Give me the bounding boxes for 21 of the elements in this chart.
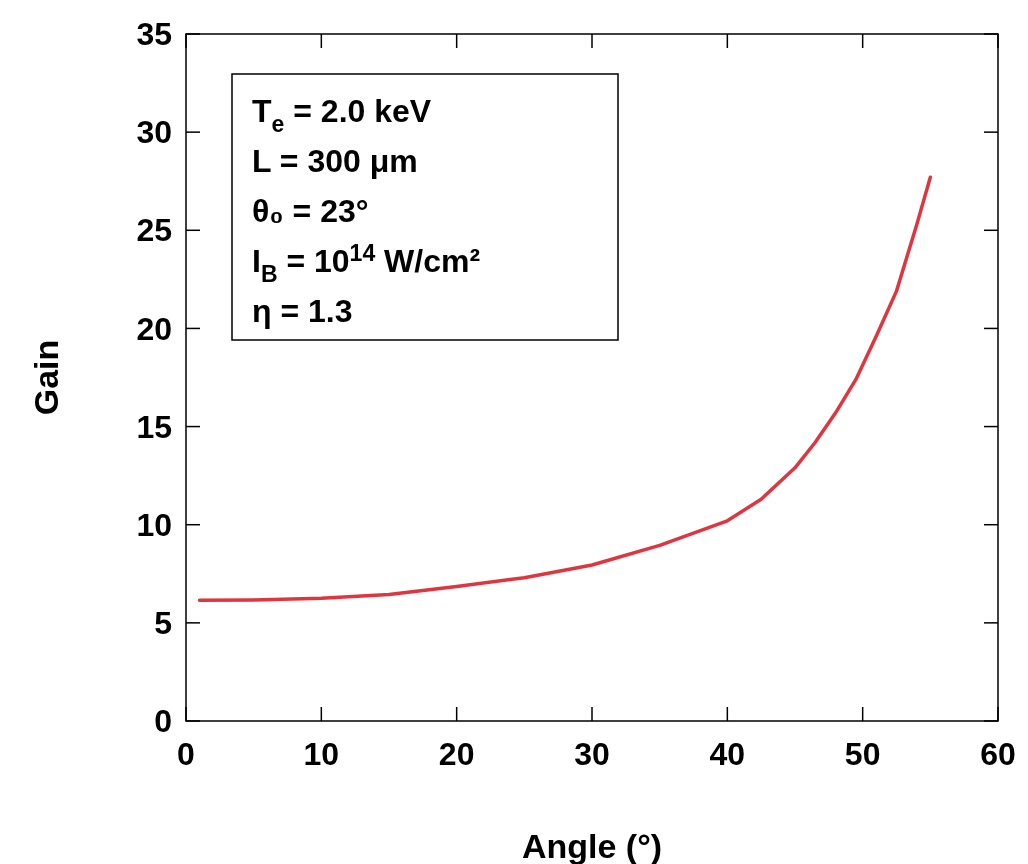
annotation: L = 300 μm [252, 143, 418, 179]
annotation: T$_{e}$ = 2.0 keV [252, 93, 432, 137]
x-tick-label: 40 [709, 736, 746, 772]
y-tick-label: 0 [154, 703, 172, 740]
y-axis-title: Gain [27, 339, 65, 416]
x-tick-label: 60 [980, 736, 1016, 772]
x-tick-label: 50 [844, 736, 881, 772]
x-tick-label: 0 [177, 736, 195, 772]
y-tick-label: 25 [136, 212, 172, 249]
x-tick-label: 30 [574, 736, 610, 772]
y-tick-label: 10 [136, 506, 172, 543]
annotation: I$_{B}$ = 10$^{14}$ W/cm² [252, 239, 481, 287]
y-tick-label: 20 [136, 310, 172, 347]
annotation: η = 1.3 [252, 293, 353, 329]
y-tick-label: 15 [136, 408, 172, 445]
y-tick-label: 5 [154, 605, 172, 642]
x-tick-label: 20 [438, 736, 475, 772]
annotation: θ₀ = 23° [252, 193, 369, 229]
y-tick-label: 35 [136, 16, 172, 53]
x-tick-label: 10 [303, 736, 340, 772]
y-tick-label: 30 [136, 114, 172, 151]
